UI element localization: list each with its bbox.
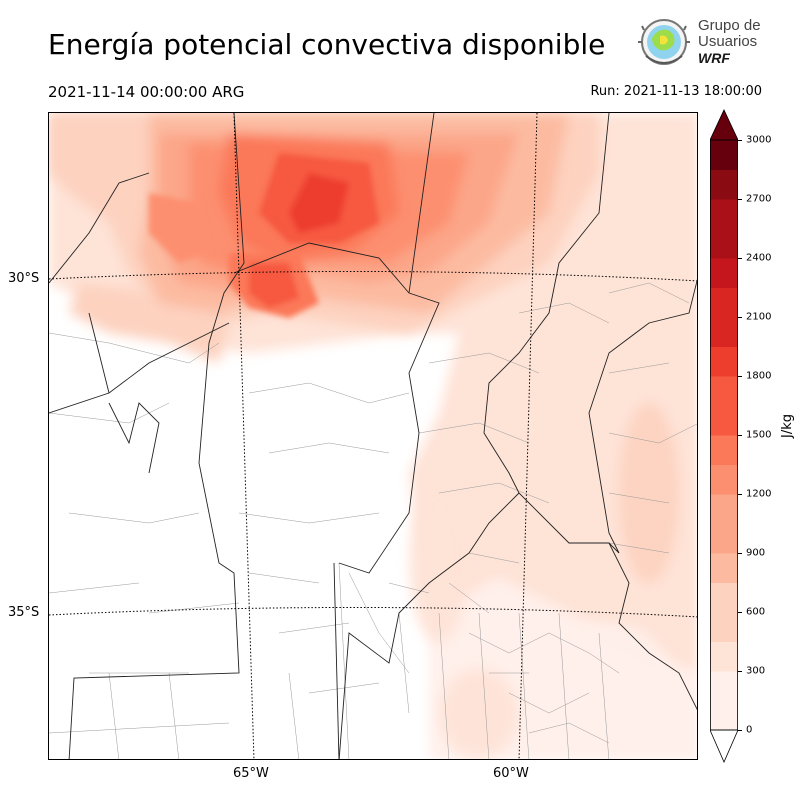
colorbar-extend-min [709, 729, 739, 763]
colorbar-band [710, 228, 738, 259]
wrf-globe-icon [638, 19, 690, 65]
colorbar-tick-label: 900 [746, 547, 766, 559]
valid-time: 2021-11-14 00:00:00 ARG [48, 83, 245, 101]
colorbar-extend-max [709, 109, 739, 141]
province-boundaries [49, 113, 697, 759]
colorbar-tick-mark [738, 258, 742, 259]
colorbar-band [710, 346, 738, 377]
lon-label-60w: 60°W [493, 766, 529, 781]
colorbar-band [710, 376, 738, 406]
colorbar-band [710, 287, 738, 318]
colorbar-tick-mark [738, 140, 742, 141]
colorbar-tick-label: 300 [746, 665, 766, 677]
colorbar-band [710, 671, 738, 701]
colorbar-band [710, 435, 738, 465]
colorbar-band [710, 582, 738, 613]
colorbar-frame [710, 139, 739, 731]
colorbar-band [710, 258, 738, 288]
colorbar-band [710, 494, 738, 524]
colorbar-tick-label: 1200 [746, 488, 772, 500]
lon-label-65w: 65°W [233, 766, 269, 781]
colorbar-tick-label: 3000 [746, 134, 772, 146]
run-time: Run: 2021-11-13 18:00:00 [590, 84, 762, 99]
colorbar-tick-label: 2700 [746, 193, 772, 205]
colorbar-band [710, 199, 738, 229]
colorbar-tick-label: 2400 [746, 252, 772, 264]
colorbar-tick-mark [738, 199, 742, 200]
map-canvas [49, 113, 697, 759]
lat-label-35s: 35°S [8, 605, 40, 620]
colorbar-tick-mark [738, 553, 742, 554]
colorbar-svg [709, 109, 739, 763]
colorbar-band [710, 140, 738, 170]
cape-map [48, 112, 698, 760]
colorbar-tick-label: 2100 [746, 311, 772, 323]
lat-label-30s: 30°S [8, 271, 40, 286]
colorbar-unit-label: J/kg [780, 414, 795, 438]
colorbar-band [710, 553, 738, 583]
graticule [49, 113, 697, 759]
colorbar-tick-label: 1800 [746, 370, 772, 382]
colorbar-band [710, 405, 738, 436]
colorbar-band [710, 700, 738, 731]
colorbar-tick-mark [738, 317, 742, 318]
map-title: Energía potencial convectiva disponible [48, 28, 606, 61]
logo-line-2: Usuarios [698, 33, 758, 50]
colorbar-tick-mark [738, 494, 742, 495]
colorbar-band [710, 464, 738, 495]
colorbar-tick-mark [738, 612, 742, 613]
colorbar-tick-label: 1500 [746, 429, 772, 441]
logo-line-3: WRF [698, 50, 730, 66]
department-boundaries [49, 282, 697, 759]
colorbar-band [710, 169, 738, 200]
grupo-usuarios-wrf-logo: Grupo de Usuarios WRF [638, 16, 768, 72]
colorbar-tick-label: 0 [746, 724, 753, 736]
colorbar-tick-mark [738, 435, 742, 436]
colorbar-band [710, 612, 738, 642]
colorbar-band [710, 317, 738, 347]
colorbar-band [710, 523, 738, 554]
cape-fill-layer [49, 113, 697, 759]
colorbar-tick-mark [738, 730, 742, 731]
colorbar-band [710, 641, 738, 672]
colorbar-tick-mark [738, 376, 742, 377]
logo-text: Grupo de Usuarios WRF [698, 17, 761, 67]
colorbar-tick-label: 600 [746, 606, 766, 618]
logo-line-1: Grupo de [698, 17, 761, 34]
colorbar [709, 108, 739, 764]
colorbar-tick-mark [738, 671, 742, 672]
